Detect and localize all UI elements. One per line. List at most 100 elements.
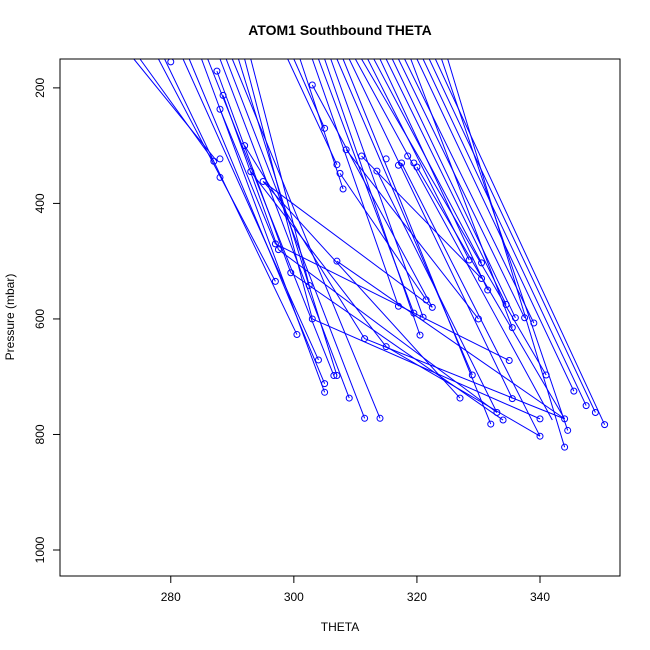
profile-line-11 (237, 59, 338, 376)
data-point-52 (478, 259, 486, 267)
x-axis-label: THETA (321, 620, 359, 634)
profile-line-36 (342, 59, 492, 425)
data-point-1 (213, 67, 221, 75)
data-point-17 (314, 356, 322, 364)
data-point-43 (410, 309, 418, 317)
profile-line-57 (339, 173, 427, 301)
data-point-47 (428, 303, 436, 311)
data-point-21 (333, 372, 341, 380)
data-point-18 (321, 380, 329, 388)
data-point-2 (219, 91, 227, 99)
x-tick-label-0: 280 (161, 590, 181, 604)
data-point-24 (376, 414, 384, 422)
profile-line-21 (275, 243, 510, 361)
data-point-0 (167, 59, 175, 66)
profile-line-3 (164, 59, 298, 335)
profile-line-12 (244, 59, 313, 320)
x-tick-label-1: 300 (284, 590, 304, 604)
data-point-8 (247, 168, 255, 176)
data-point-54 (478, 275, 486, 283)
data-point-41 (382, 343, 390, 351)
plot-frame (59, 58, 621, 577)
data-point-68 (561, 415, 569, 423)
profile-line-37 (348, 59, 513, 399)
data-point-9 (259, 177, 267, 185)
y-tick-label-2: 600 (33, 309, 47, 329)
profile-line-18 (250, 171, 387, 347)
data-point-38 (413, 163, 421, 171)
data-point-71 (570, 387, 578, 395)
data-point-45 (419, 313, 427, 321)
data-point-44 (416, 331, 424, 339)
profile-lines (133, 59, 606, 448)
data-point-58 (499, 416, 507, 424)
y-tick-label-0: 200 (33, 78, 47, 98)
profile-line-38 (354, 59, 553, 421)
data-point-74 (601, 421, 609, 429)
data-point-20 (330, 372, 338, 380)
profile-line-19 (262, 181, 461, 399)
profile-line-59 (416, 166, 566, 420)
data-point-57 (502, 301, 510, 309)
data-point-13 (271, 277, 279, 285)
data-point-19 (321, 388, 329, 396)
profile-line-58 (401, 162, 541, 437)
profile-line-4 (182, 59, 319, 361)
data-point-12 (287, 269, 295, 277)
data-point-6 (216, 173, 224, 181)
profile-line-1 (139, 59, 215, 162)
data-point-67 (542, 371, 550, 379)
profile-line-49 (422, 59, 587, 406)
data-point-64 (530, 319, 538, 327)
data-point-7 (241, 142, 249, 150)
data-point-22 (345, 394, 353, 402)
profile-line-54 (345, 149, 479, 320)
data-point-11 (274, 246, 282, 254)
profile-line-31 (311, 59, 399, 307)
data-point-70 (564, 426, 572, 434)
x-axis: 280 300 320 340 (161, 576, 550, 604)
data-point-46 (422, 296, 430, 304)
profile-line-30 (299, 59, 344, 190)
data-point-50 (468, 371, 476, 379)
data-point-48 (456, 394, 464, 402)
data-point-33 (382, 155, 390, 163)
profile-line-47 (410, 59, 513, 328)
profile-line-55 (361, 155, 482, 279)
profile-line-24 (312, 318, 541, 420)
profile-line-45 (398, 59, 526, 319)
data-point-29 (339, 185, 347, 193)
profile-line-20 (262, 181, 433, 308)
y-axis: 200 400 600 800 1000 (33, 78, 60, 563)
profile-line-26 (364, 338, 565, 420)
profile-line-43 (385, 59, 507, 305)
data-point-53 (484, 286, 492, 294)
data-point-55 (487, 420, 495, 428)
profile-line-22 (278, 249, 498, 413)
profile-line-48 (416, 59, 575, 392)
profile-line-60 (311, 84, 433, 308)
data-point-66 (536, 432, 544, 440)
profile-line-15 (222, 95, 279, 250)
profile-line-56 (376, 170, 498, 413)
y-tick-label-4: 1000 (33, 536, 47, 563)
y-tick-label-3: 800 (33, 424, 47, 444)
profile-line-2 (158, 59, 276, 282)
data-point-23 (361, 414, 369, 422)
profile-line-44 (391, 59, 516, 319)
data-point-63 (521, 314, 529, 322)
data-point-4 (210, 157, 218, 165)
profile-line-52 (441, 59, 569, 431)
data-point-40 (361, 335, 369, 343)
data-point-49 (465, 256, 473, 264)
y-tick-label-1: 400 (33, 193, 47, 213)
data-point-59 (505, 357, 513, 365)
profile-line-16 (219, 109, 276, 245)
profile-line-46 (404, 59, 535, 324)
profile-line-13 (250, 59, 310, 286)
chart-title: ATOM1 Southbound THETA (248, 22, 432, 38)
data-point-27 (333, 161, 341, 169)
profile-line-53 (447, 59, 566, 448)
data-point-35 (398, 159, 406, 167)
data-point-15 (308, 315, 316, 323)
